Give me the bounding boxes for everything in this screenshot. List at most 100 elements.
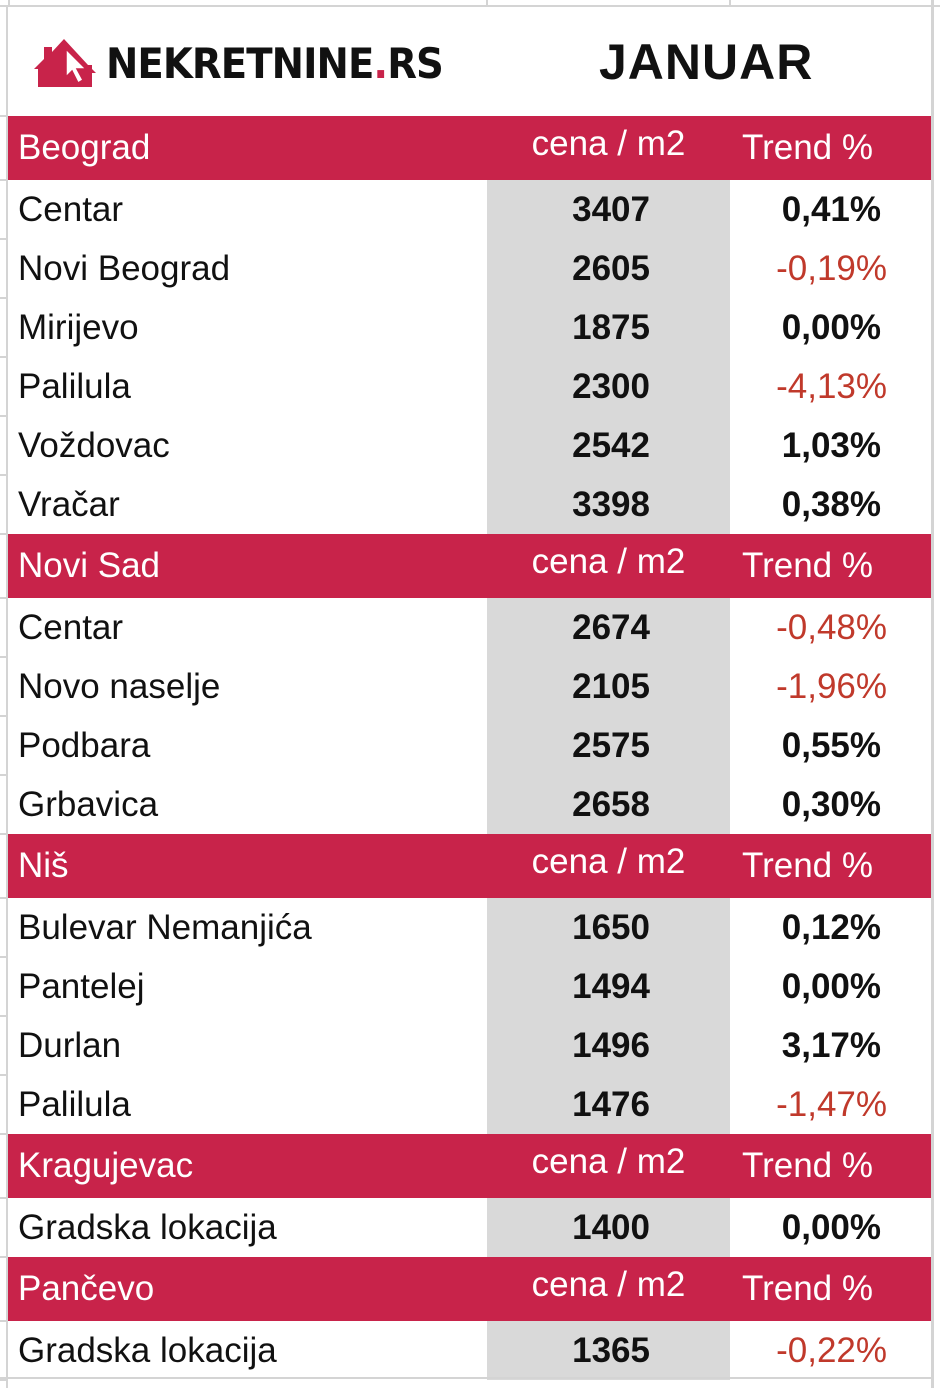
table-row: Centar 2674 -0,48% (8, 598, 931, 657)
table-row: Mirijevo 1875 0,00% (8, 298, 931, 357)
table-row: Podbara 2575 0,55% (8, 716, 931, 775)
trend-column-header: Trend % (742, 1269, 873, 1308)
price-table: NEKRETNINE.RS JANUAR Beograd cena / m2 T… (8, 7, 931, 1380)
price-per-m2: 1494 (487, 957, 730, 1016)
trend-percent: 0,55% (730, 716, 931, 775)
row-gridline-tick (0, 415, 8, 417)
district-name: Novi Beograd (8, 239, 487, 298)
price-per-m2: 2300 (487, 357, 730, 416)
price-per-m2: 2542 (487, 416, 730, 475)
price-per-m2: 2575 (487, 716, 730, 775)
house-cursor-icon (34, 39, 96, 87)
district-name: Centar (8, 598, 487, 657)
price-per-m2: 1365 (487, 1321, 730, 1380)
price-per-m2: 3407 (487, 180, 730, 239)
row-gridline-tick (0, 1133, 8, 1135)
row-gridline-tick (0, 179, 8, 181)
trend-percent: 0,12% (730, 898, 931, 957)
row-gridline-tick (0, 1015, 8, 1017)
trend-percent: -0,19% (730, 239, 931, 298)
price-per-m2: 2674 (487, 598, 730, 657)
table-row: Novi Beograd 2605 -0,19% (8, 239, 931, 298)
table-row: Pantelej 1494 0,00% (8, 957, 931, 1016)
month-title: JANUAR (599, 34, 814, 90)
trend-column-header: Trend % (742, 546, 873, 585)
district-name: Bulevar Nemanjića (8, 898, 487, 957)
section-header-beograd: Beograd cena / m2 Trend % (8, 116, 931, 180)
trend-percent: 0,00% (730, 957, 931, 1016)
trend-percent: -0,48% (730, 598, 931, 657)
section-header-pančevo: Pančevo cena / m2 Trend % (8, 1257, 931, 1321)
trend-percent: 0,30% (730, 775, 931, 834)
trend-percent: 3,17% (730, 1016, 931, 1075)
district-name: Novo naselje (8, 657, 487, 716)
table-row: Durlan 1496 3,17% (8, 1016, 931, 1075)
spreadsheet-top-gridline (0, 0, 940, 7)
table-row: Voždovac 2542 1,03% (8, 416, 931, 475)
price-per-m2: 1496 (487, 1016, 730, 1075)
table-row: Bulevar Nemanjića 1650 0,12% (8, 898, 931, 957)
district-name: Centar (8, 180, 487, 239)
city-name: Kragujevac (18, 1146, 194, 1185)
row-gridline-tick (0, 474, 8, 476)
row-gridline-tick (0, 774, 8, 776)
column-divider (8, 0, 10, 7)
trend-percent: 0,00% (730, 1198, 931, 1257)
row-header-gutter (0, 7, 8, 1388)
row-gridline-tick (0, 1074, 8, 1076)
column-divider (486, 0, 488, 7)
price-per-m2: 1875 (487, 298, 730, 357)
price-column-header: cena / m2 (531, 842, 686, 881)
table-row: Grbavica 2658 0,30% (8, 775, 931, 834)
city-name: Beograd (18, 128, 151, 167)
row-gridline-tick (0, 356, 8, 358)
trend-column-header: Trend % (742, 1146, 873, 1185)
row-gridline-tick (0, 656, 8, 658)
district-name: Vračar (8, 475, 487, 534)
district-name: Durlan (8, 1016, 487, 1075)
price-per-m2: 3398 (487, 475, 730, 534)
row-gridline-tick (0, 1320, 8, 1322)
trend-column-header: Trend % (742, 846, 873, 885)
title-row: NEKRETNINE.RS JANUAR (8, 7, 931, 116)
district-name: Gradska lokacija (8, 1198, 487, 1257)
section-header-niš: Niš cena / m2 Trend % (8, 834, 931, 898)
spreadsheet-right-gridline (931, 0, 934, 1388)
row-gridline-tick (0, 297, 8, 299)
price-per-m2: 2658 (487, 775, 730, 834)
table-row: Novo naselje 2105 -1,96% (8, 657, 931, 716)
trend-percent: 0,00% (730, 298, 931, 357)
price-column-header: cena / m2 (531, 1265, 686, 1304)
trend-percent: 0,41% (730, 180, 931, 239)
row-gridline-tick (0, 597, 8, 599)
city-name: Novi Sad (18, 546, 161, 585)
sections-container: Beograd cena / m2 Trend % Centar 3407 0,… (8, 116, 931, 1380)
row-gridline-tick (0, 715, 8, 717)
table-row: Palilula 1476 -1,47% (8, 1075, 931, 1134)
spreadsheet-bottom-gridline (0, 1377, 934, 1379)
row-gridline-tick (0, 1256, 8, 1258)
table-row: Gradska lokacija 1400 0,00% (8, 1198, 931, 1257)
district-name: Podbara (8, 716, 487, 775)
column-divider (729, 0, 731, 7)
city-name: Pančevo (18, 1269, 155, 1308)
row-gridline-tick (0, 897, 8, 899)
nekretnine-logo: NEKRETNINE.RS (30, 33, 472, 93)
district-name: Palilula (8, 1075, 487, 1134)
trend-percent: -0,22% (730, 1321, 931, 1380)
city-name: Niš (18, 846, 69, 885)
table-row: Palilula 2300 -4,13% (8, 357, 931, 416)
trend-percent: -1,47% (730, 1075, 931, 1134)
price-column-header: cena / m2 (531, 542, 686, 581)
row-gridline-tick (0, 1379, 8, 1381)
row-gridline-tick (0, 238, 8, 240)
logo-wordmark: NEKRETNINE.RS (106, 38, 444, 88)
price-column-header: cena / m2 (531, 124, 686, 163)
trend-percent: -1,96% (730, 657, 931, 716)
trend-percent: 0,38% (730, 475, 931, 534)
district-name: Gradska lokacija (8, 1321, 487, 1380)
district-name: Pantelej (8, 957, 487, 1016)
district-name: Voždovac (8, 416, 487, 475)
trend-column-header: Trend % (742, 128, 873, 167)
table-row: Gradska lokacija 1365 -0,22% (8, 1321, 931, 1380)
